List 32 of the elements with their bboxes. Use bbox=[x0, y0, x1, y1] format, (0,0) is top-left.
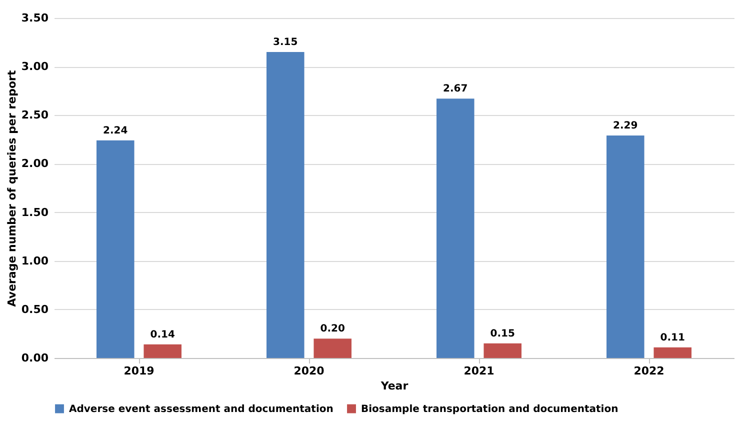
y-axis-title: Average number of queries per report bbox=[5, 70, 18, 307]
legend-label: Biosample transportation and documentation bbox=[361, 404, 618, 415]
data-label: 0.11 bbox=[660, 332, 685, 344]
data-label: 0.14 bbox=[150, 329, 175, 340]
data-label: 2.29 bbox=[613, 120, 638, 132]
y-tick-label: 1.50 bbox=[21, 206, 49, 219]
y-tick-label: 0.00 bbox=[21, 352, 49, 364]
y-tick-label: 3.00 bbox=[21, 60, 49, 74]
data-label: 3.15 bbox=[273, 37, 298, 48]
data-label: 2.24 bbox=[103, 125, 128, 136]
x-tick-label: 2021 bbox=[464, 364, 494, 378]
bar bbox=[436, 98, 474, 358]
x-tick-label: 2020 bbox=[294, 364, 325, 378]
x-tick-label: 2019 bbox=[124, 364, 154, 378]
bar bbox=[314, 338, 352, 358]
y-tick-label: 2.50 bbox=[21, 108, 49, 122]
x-tick-label: 2022 bbox=[634, 364, 664, 378]
bar bbox=[606, 136, 644, 358]
bar bbox=[484, 343, 522, 358]
y-tick-label: 0.50 bbox=[21, 302, 49, 316]
data-label: 0.20 bbox=[320, 324, 345, 335]
bar bbox=[144, 344, 182, 358]
data-label: 2.67 bbox=[443, 84, 468, 95]
data-label: 0.15 bbox=[490, 328, 515, 340]
y-tick-label: 3.50 bbox=[21, 12, 49, 24]
x-axis-title: Year bbox=[380, 380, 409, 392]
bar bbox=[96, 140, 134, 358]
y-tick-label: 1.00 bbox=[21, 254, 49, 268]
y-tick-label: 2.00 bbox=[21, 157, 49, 170]
bar bbox=[266, 52, 304, 358]
legend-label: Adverse event assessment and documentation bbox=[69, 404, 334, 415]
bar bbox=[654, 347, 692, 358]
